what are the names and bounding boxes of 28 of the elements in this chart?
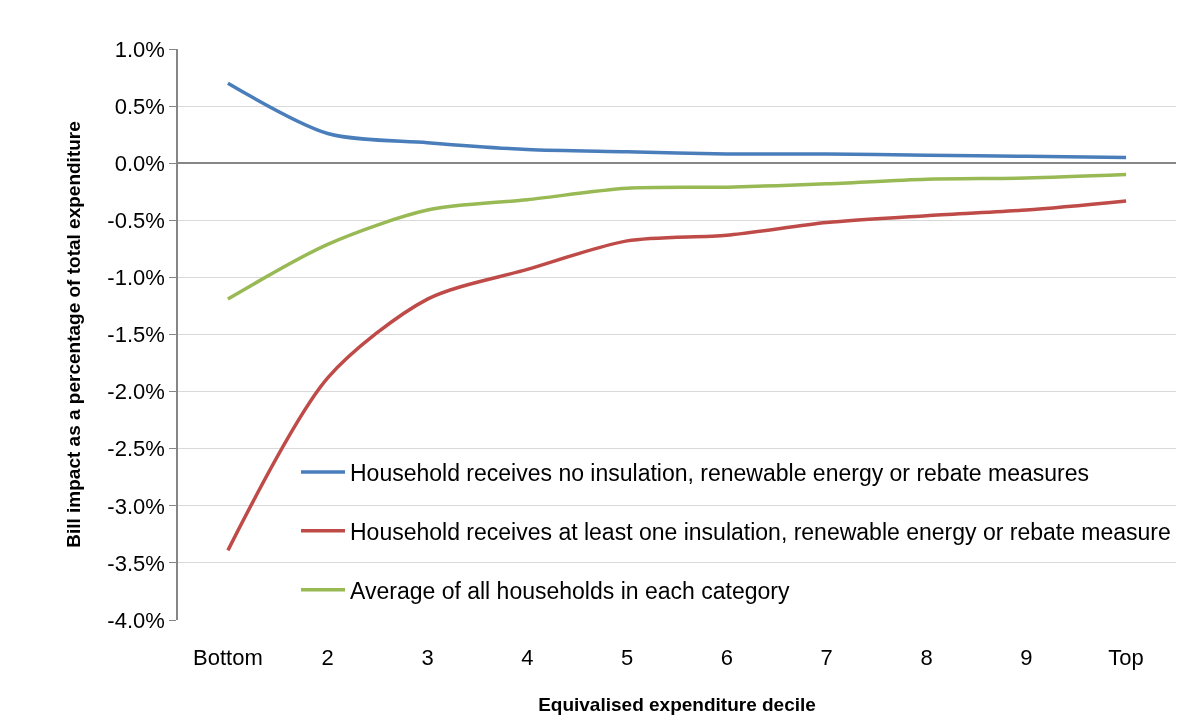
y-tick-label: -1.0% [107, 265, 165, 291]
y-tick-label: 1.0% [114, 36, 165, 62]
x-tick-label: 8 [920, 645, 933, 670]
line-series [226, 172, 1128, 301]
y-tick-label: -3.5% [107, 550, 165, 576]
x-tick-label: 4 [521, 645, 534, 670]
y-tick-label: -2.5% [107, 436, 165, 462]
y-tick-label: 0.5% [114, 93, 165, 119]
y-tick-label: 0.0% [114, 150, 165, 176]
x-tick-label: 2 [321, 645, 334, 670]
legend-label: Household receives no insulation, renewable energy or rebate measures [350, 459, 1089, 486]
line-series [226, 81, 1128, 160]
legend-label: Average of all households in each category [350, 577, 790, 604]
x-tick-label: Bottom [193, 645, 263, 670]
x-tick-label: 7 [820, 645, 833, 670]
x-tick-label: Top [1108, 645, 1144, 670]
legend-label: Household receives at least one insulation, renewable energy or rebate measure [350, 518, 1171, 545]
y-tick-label: -1.5% [107, 322, 165, 348]
x-tick-label: 5 [620, 645, 634, 670]
x-tick-label: 3 [421, 645, 434, 670]
x-tick-label: 9 [1020, 645, 1033, 670]
y-tick-label: -4.0% [107, 607, 165, 633]
y-tick-label: -3.0% [107, 493, 165, 519]
y-axis-title: Bill impact as a percentage of total expenditure [62, 121, 84, 548]
x-tick-label: 6 [720, 645, 734, 670]
y-tick-label: -0.5% [107, 208, 165, 233]
x-axis-title: Equivalised expenditure decile [538, 693, 816, 715]
y-tick-label: -2.0% [107, 379, 165, 405]
